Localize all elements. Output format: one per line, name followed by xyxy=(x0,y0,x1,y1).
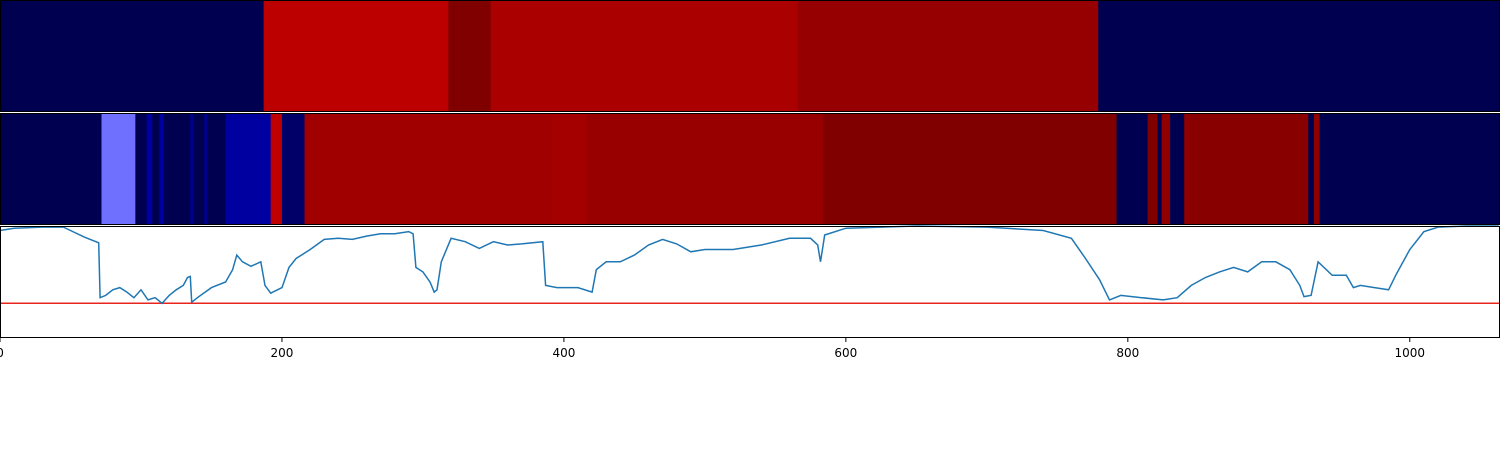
segment xyxy=(552,113,587,225)
segment xyxy=(101,113,136,225)
data-line xyxy=(0,225,1499,305)
segment xyxy=(281,113,306,225)
segment xyxy=(490,0,799,112)
x-tick-label: 200 xyxy=(271,346,294,360)
segment xyxy=(1116,113,1149,225)
segment xyxy=(152,113,160,225)
segment xyxy=(0,113,103,225)
segment xyxy=(1308,113,1315,225)
segment xyxy=(135,113,148,225)
segment xyxy=(0,0,265,112)
segment xyxy=(1184,113,1191,225)
segment xyxy=(1313,113,1321,225)
segment xyxy=(797,0,1099,112)
segment xyxy=(159,113,165,225)
x-tick-label: 800 xyxy=(1116,346,1139,360)
segment xyxy=(204,113,208,225)
segment xyxy=(1161,113,1171,225)
segment xyxy=(1319,113,1500,225)
segment xyxy=(263,0,449,112)
segment xyxy=(270,113,283,225)
segment xyxy=(225,113,272,225)
x-tick-label: 0 xyxy=(0,346,4,360)
segment xyxy=(1147,113,1158,225)
x-tick-label: 400 xyxy=(552,346,575,360)
segment xyxy=(146,113,153,225)
x-tick-label: 600 xyxy=(834,346,857,360)
segment xyxy=(823,113,1118,225)
segment xyxy=(190,113,194,225)
segment xyxy=(448,0,492,112)
segment xyxy=(1157,113,1163,225)
segment xyxy=(304,113,554,225)
segment xyxy=(193,113,205,225)
segment xyxy=(1170,113,1185,225)
segment xyxy=(586,113,824,225)
x-tick-label: 1000 xyxy=(1395,346,1426,360)
segment xyxy=(1098,0,1500,112)
segment xyxy=(163,113,191,225)
segment xyxy=(207,113,227,225)
segment xyxy=(1189,113,1309,225)
